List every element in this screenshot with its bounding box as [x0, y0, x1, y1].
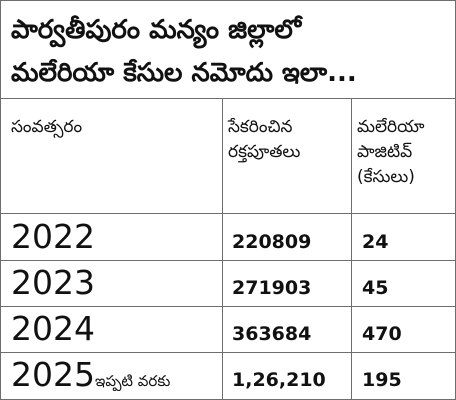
- row-divider-2: [1, 306, 455, 307]
- year-value: 2022: [11, 217, 95, 256]
- title-block: పార్వతీపురం మన్యం జిల్లాలో మలేరియా కేసుల…: [1, 1, 455, 99]
- samples-value: 1,26,210: [232, 369, 326, 391]
- samples-value: 271903: [232, 277, 312, 299]
- header-cases-line-2: పాజిటివ్: [357, 142, 413, 162]
- title-line-1: పార్వతీపురం మన్యం జిల్లాలో: [11, 15, 302, 45]
- header-cases-line-1: మలేరియా: [357, 117, 425, 137]
- header-samples-line-1: సేకరించిన: [228, 117, 293, 137]
- year-value: 2023: [11, 263, 95, 302]
- year-suffix: ఇప్పటి వరకు: [94, 372, 171, 390]
- samples-value: 363684: [232, 323, 312, 345]
- cases-value: 45: [362, 277, 389, 299]
- year-value: 2025: [11, 355, 95, 394]
- year-value: 2024: [11, 309, 95, 348]
- table-row-year: 2022: [11, 217, 95, 257]
- cases-value: 24: [362, 231, 389, 253]
- column-divider-1: [222, 99, 223, 399]
- column-divider-2: [351, 99, 352, 399]
- header-samples-line-2: రక్తపూతలు: [228, 142, 301, 162]
- header-cases: మలేరియా పాజిటివ్ (కేసులు): [357, 115, 424, 190]
- table-row-year: 2023: [11, 263, 95, 303]
- header-year: సంవత్సరం: [11, 117, 83, 137]
- row-divider-3: [1, 352, 455, 353]
- row-divider-1: [1, 260, 455, 261]
- header-cases-line-3: (కేసులు): [357, 167, 415, 187]
- table-row-year: 2025ఇప్పటి వరకు: [11, 355, 170, 395]
- row-divider-header: [1, 213, 455, 214]
- samples-value: 220809: [232, 231, 312, 253]
- cases-value: 195: [362, 369, 402, 391]
- title-line-2: మలేరియా కేసుల నమోదు ఇలా...: [11, 58, 357, 88]
- cases-value: 470: [362, 323, 402, 345]
- table-row-year: 2024: [11, 309, 95, 349]
- header-samples: సేకరించిన రక్తపూతలు: [228, 115, 300, 165]
